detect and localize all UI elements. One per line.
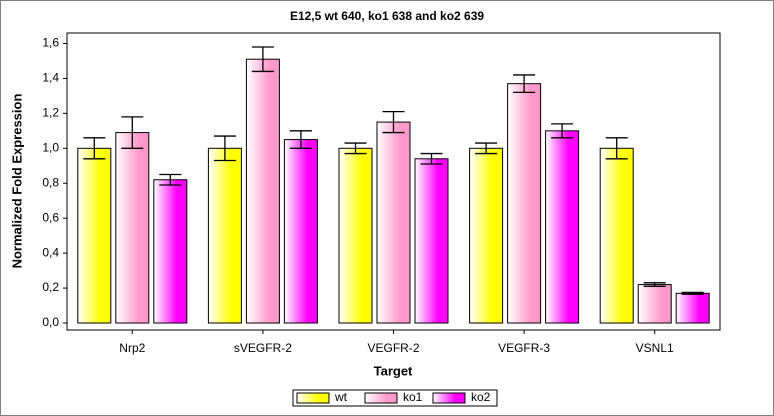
bar bbox=[507, 83, 542, 324]
error-bar bbox=[251, 46, 274, 73]
bar bbox=[414, 158, 449, 324]
error-bar bbox=[475, 142, 498, 155]
error-bar bbox=[344, 142, 367, 155]
x-tick-label: sVEGFR-2 bbox=[234, 341, 292, 355]
error-bar bbox=[213, 135, 236, 162]
bar bbox=[376, 121, 411, 324]
error-bar bbox=[681, 291, 704, 295]
x-tick-label: Nrp2 bbox=[119, 341, 145, 355]
bar bbox=[338, 147, 373, 324]
bar bbox=[283, 139, 318, 324]
error-bar bbox=[121, 116, 144, 149]
x-tick-label: VSNL1 bbox=[636, 341, 674, 355]
error-bar bbox=[643, 282, 666, 287]
x-tick-label: VEGFR-2 bbox=[367, 341, 419, 355]
y-tick-label: 1,2 bbox=[42, 106, 59, 120]
error-bar bbox=[513, 74, 536, 94]
y-tick-label: 0,2 bbox=[42, 280, 59, 294]
bar bbox=[207, 147, 242, 324]
y-tick-label: 0,0 bbox=[42, 315, 59, 329]
legend-label: wt bbox=[334, 390, 348, 404]
bar bbox=[545, 130, 580, 324]
y-tick-label: 1,6 bbox=[42, 36, 59, 50]
y-tick-label: 0,8 bbox=[42, 175, 59, 189]
y-tick-label: 1,4 bbox=[42, 71, 59, 85]
y-axis-label: Normalized Fold Expression bbox=[9, 94, 24, 269]
bar bbox=[245, 58, 280, 324]
error-bar bbox=[605, 137, 628, 160]
error-bar bbox=[551, 123, 574, 139]
error-bar bbox=[289, 130, 312, 149]
x-axis-label: Target bbox=[374, 363, 413, 378]
bar bbox=[115, 132, 150, 324]
legend-swatch bbox=[432, 392, 466, 404]
chart-title: E12,5 wt 640, ko1 638 and ko2 639 bbox=[290, 9, 484, 23]
error-bar bbox=[159, 173, 182, 186]
y-tick-label: 0,6 bbox=[42, 210, 59, 224]
bar bbox=[77, 147, 112, 324]
x-tick-label: VEGFR-3 bbox=[498, 341, 550, 355]
bar bbox=[637, 284, 672, 324]
bar bbox=[469, 147, 504, 324]
error-bar bbox=[83, 137, 106, 160]
bar bbox=[599, 147, 634, 324]
legend-label: ko1 bbox=[403, 390, 423, 404]
error-bar bbox=[382, 110, 405, 134]
legend-swatch bbox=[364, 392, 398, 404]
y-tick-label: 0,4 bbox=[42, 245, 59, 259]
bar bbox=[675, 292, 710, 324]
legend-swatch bbox=[296, 392, 330, 404]
legend-label: ko2 bbox=[471, 390, 491, 404]
bar bbox=[153, 179, 188, 324]
y-tick-label: 1,0 bbox=[42, 140, 59, 154]
error-bar bbox=[420, 152, 443, 165]
